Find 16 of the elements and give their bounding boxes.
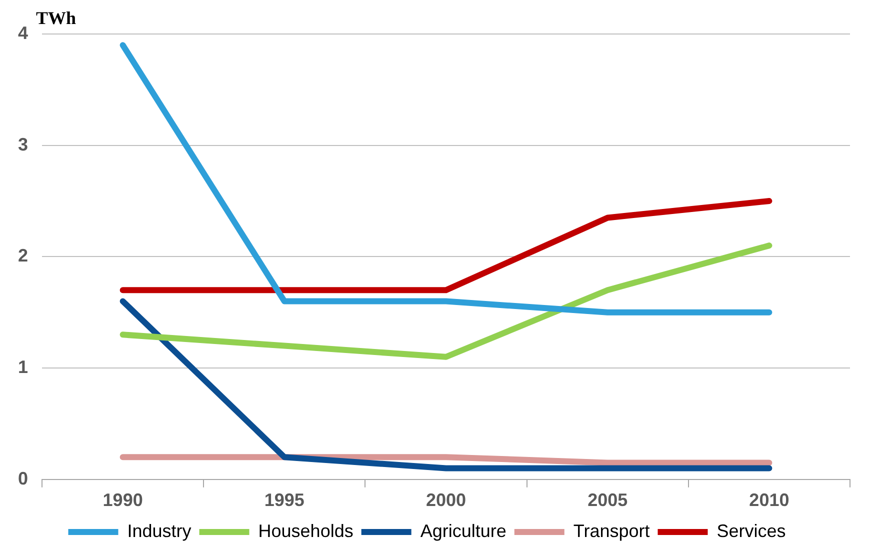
x-tick-label: 1990 bbox=[102, 490, 143, 510]
legend-label: Households bbox=[258, 520, 354, 541]
x-tick-label: 2000 bbox=[426, 490, 466, 510]
legend-label: Agriculture bbox=[420, 520, 506, 541]
legend-label: Industry bbox=[127, 520, 192, 541]
x-tick-label: 1995 bbox=[264, 490, 304, 510]
y-tick-label: 3 bbox=[18, 134, 28, 154]
legend-label: Transport bbox=[573, 520, 650, 541]
legend-label: Services bbox=[716, 520, 786, 541]
x-tick-label: 2010 bbox=[749, 490, 790, 510]
y-tick-label: 2 bbox=[18, 246, 28, 266]
y-tick-label: 4 bbox=[18, 22, 28, 43]
y-tick-label: 1 bbox=[18, 357, 28, 378]
y-tick-label: 0 bbox=[18, 468, 28, 488]
x-tick-label: 2005 bbox=[588, 490, 628, 510]
y-axis-title: TWh bbox=[36, 8, 76, 29]
